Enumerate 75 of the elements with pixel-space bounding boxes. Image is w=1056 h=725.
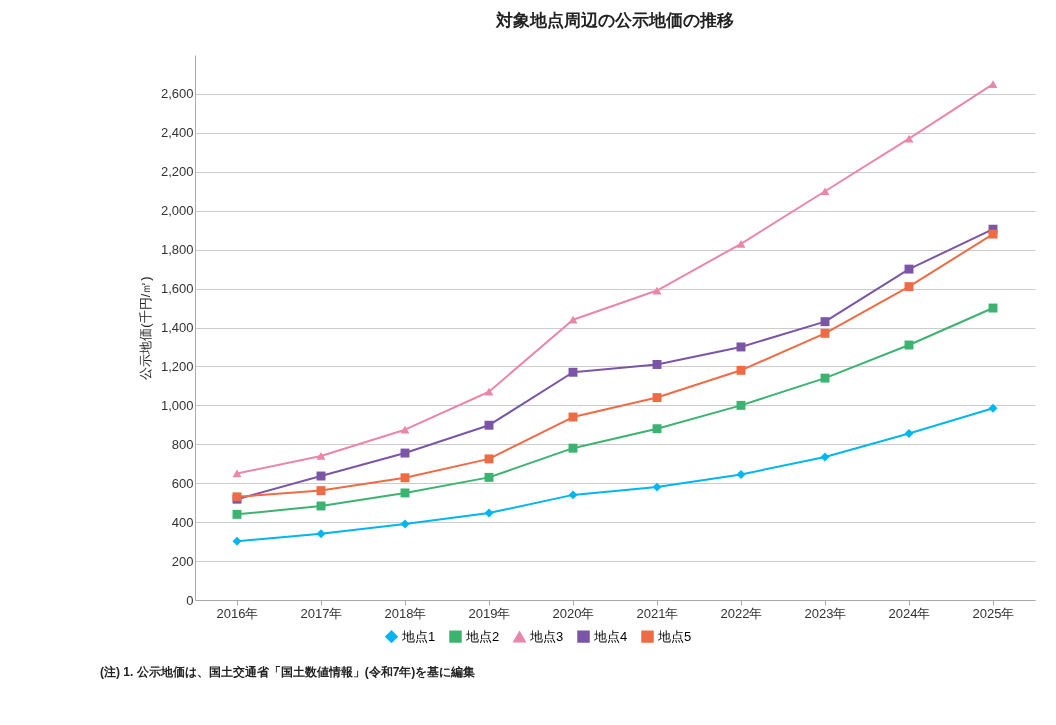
point [568, 315, 578, 324]
point [484, 420, 494, 430]
point [484, 454, 494, 464]
point [652, 482, 662, 492]
y-tick-label: 2,200 [160, 164, 194, 180]
point [904, 264, 914, 274]
point [736, 239, 746, 248]
point [400, 473, 410, 483]
x-tick-label: 2024年 [888, 605, 931, 621]
point [400, 519, 410, 529]
point [568, 412, 578, 422]
point [400, 425, 410, 434]
point [820, 328, 830, 338]
x-tick-label: 2025年 [972, 605, 1015, 621]
legend-label: 地点4 [593, 628, 628, 644]
point [820, 187, 830, 196]
y-tick-label: 400 [171, 514, 194, 530]
x-tick-label: 2017年 [300, 605, 343, 621]
point [988, 229, 998, 239]
y-tick-label: 600 [171, 475, 194, 491]
x-tick-label: 2018年 [384, 605, 427, 621]
x-tick-label: 2020年 [552, 605, 595, 621]
point [232, 469, 242, 478]
point [316, 529, 326, 539]
y-tick-label: 0 [186, 592, 194, 608]
x-tick-label: 2019年 [468, 605, 511, 621]
y-tick-label: 200 [171, 553, 194, 569]
point [652, 393, 662, 403]
y-tick-label: 2,600 [160, 86, 194, 102]
point [568, 490, 578, 500]
x-tick-label: 2016年 [216, 605, 259, 621]
point [904, 282, 914, 292]
y-tick-label: 1,800 [160, 242, 194, 258]
x-tick-label: 2021年 [636, 605, 679, 621]
point [400, 488, 410, 498]
x-tick-label: 2023年 [804, 605, 847, 621]
legend-label: 地点5 [657, 628, 692, 644]
point [904, 134, 914, 143]
y-tick-label: 2,400 [160, 125, 194, 141]
point [820, 373, 830, 383]
y-tick-label: 2,000 [160, 203, 194, 219]
point [484, 387, 494, 396]
y-tick-label: 1,000 [160, 397, 194, 413]
y-tick-label: 1,400 [160, 320, 194, 335]
point [820, 317, 830, 327]
point [400, 448, 410, 458]
y-axis-title: 公示地価(千円/㎡) [137, 276, 153, 380]
chart-title: 対象地点周辺の公示地価の推移 [495, 11, 734, 30]
point [988, 80, 998, 89]
point [736, 365, 746, 375]
point [736, 400, 746, 410]
point [232, 536, 242, 546]
point [568, 443, 578, 453]
legend-label: 地点3 [529, 628, 564, 644]
point [484, 508, 494, 518]
legend-label: 地点2 [465, 628, 500, 644]
point [316, 486, 326, 496]
text: (注) 1. 公示地価は、国土交通省「国土数値情報」(令和7年)を基に編集 [100, 665, 476, 679]
point [988, 303, 998, 313]
point [232, 509, 242, 519]
point [652, 424, 662, 434]
y-tick-label: 1,600 [160, 281, 194, 297]
point [484, 472, 494, 482]
point [316, 452, 326, 460]
y-tick-label: 800 [171, 436, 194, 452]
point [820, 452, 830, 462]
point [736, 469, 746, 479]
point [652, 360, 662, 369]
x-tick-label: 2022年 [720, 605, 763, 621]
point [904, 429, 914, 439]
point [736, 342, 746, 352]
point [988, 403, 998, 413]
point [568, 367, 578, 377]
y-tick-label: 1,200 [160, 358, 194, 374]
legend-label: 地点1 [401, 628, 436, 644]
